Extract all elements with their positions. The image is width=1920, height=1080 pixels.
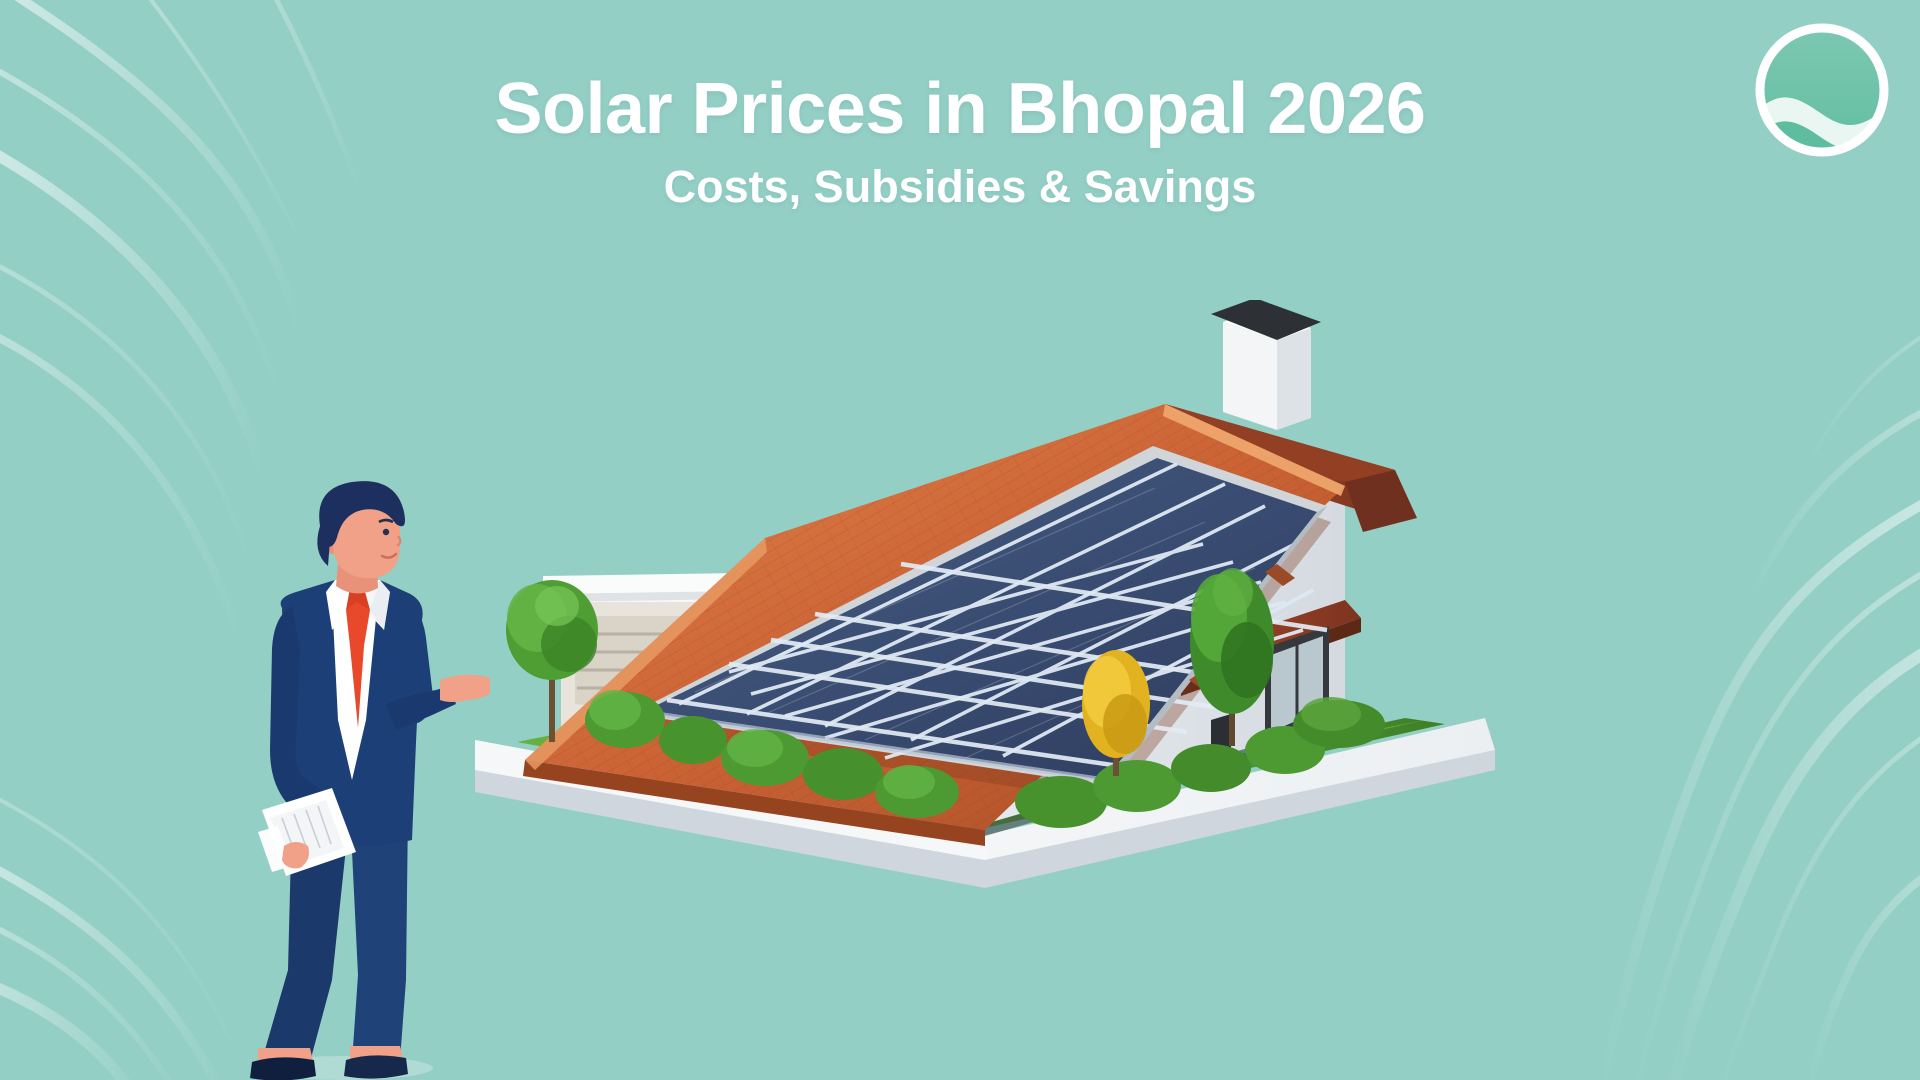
tie-knot bbox=[346, 588, 370, 610]
hair bbox=[319, 481, 405, 547]
chimney-cap bbox=[1211, 300, 1321, 340]
garden-tree-left bbox=[506, 580, 598, 742]
sideburn bbox=[317, 526, 330, 566]
wave-circle-logo[interactable] bbox=[1746, 14, 1898, 166]
businessman-presenter bbox=[250, 481, 490, 1080]
garden-bushes-left bbox=[585, 690, 959, 818]
autumn-tree bbox=[1082, 650, 1150, 776]
hedge-right bbox=[1293, 697, 1385, 748]
mouth bbox=[380, 552, 398, 559]
logo-ring bbox=[1755, 23, 1889, 157]
eyebrow bbox=[378, 518, 394, 524]
left-lapel bbox=[326, 580, 356, 630]
right-open-hand bbox=[440, 674, 490, 702]
pine-tree-right bbox=[1190, 568, 1274, 746]
nose bbox=[396, 535, 402, 547]
chimney bbox=[1211, 300, 1321, 430]
eye bbox=[382, 528, 390, 536]
banner-heading-block: Solar Prices in Bhopal 2026 Costs, Subsi… bbox=[0, 72, 1920, 213]
page-title: Solar Prices in Bhopal 2026 bbox=[494, 69, 1426, 149]
solar-house-3d-model bbox=[475, 300, 1495, 888]
front-shoe bbox=[344, 1055, 408, 1079]
left-arm bbox=[270, 606, 324, 814]
back-leg bbox=[262, 810, 350, 1062]
solar-panel-array bbox=[631, 446, 1331, 802]
collar-shade bbox=[370, 580, 390, 630]
front-leg bbox=[350, 810, 408, 1062]
page-subtitle: Costs, Subsidies & Savings bbox=[663, 160, 1257, 212]
back-shoe bbox=[250, 1057, 316, 1080]
right-arm-forearm bbox=[386, 686, 456, 730]
necktie bbox=[346, 598, 370, 728]
left-hand bbox=[282, 842, 309, 869]
